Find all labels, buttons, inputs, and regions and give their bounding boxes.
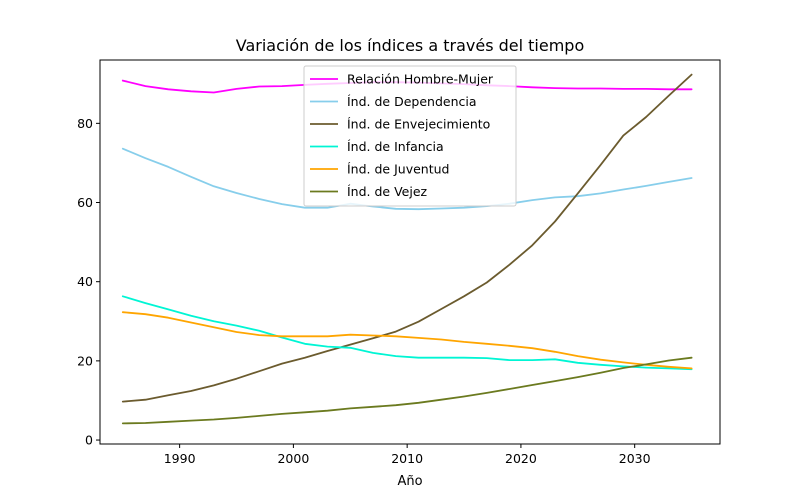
series-line: [121, 147, 693, 211]
legend-label: Índ. de Infancia: [347, 139, 444, 154]
x-tick-label: 2020: [505, 451, 537, 466]
x-tick-label: 2030: [619, 451, 651, 466]
legend: Relación Hombre-Mujer Índ. de Dependencia…: [303, 65, 517, 207]
legend-label: Índ. de Dependencia: [347, 94, 477, 109]
y-tick-label: 40: [77, 274, 93, 289]
y-tick-label: 80: [77, 116, 93, 131]
plot-frame: [99, 59, 721, 445]
series-line: [121, 356, 693, 425]
x-tick-label: 1990: [164, 451, 196, 466]
y-tick-label: 20: [77, 353, 93, 368]
legend-label: Índ. de Juventud: [347, 162, 449, 177]
series-line: [121, 73, 693, 403]
y-axis-ticks: 0 20 40 60 80: [77, 116, 100, 448]
y-tick-label: 60: [77, 195, 93, 210]
legend-box: [303, 65, 517, 207]
legend-label: Índ. de Envejecimiento: [347, 117, 490, 132]
legend-label: Relación Hombre-Mujer: [347, 72, 494, 87]
x-axis-ticks: 1990 2000 2010 2020 2030: [164, 444, 651, 466]
series-line: [121, 311, 693, 370]
plot-lines: [121, 73, 693, 425]
legend-label: Índ. de Vejez: [347, 184, 428, 199]
x-tick-label: 2000: [277, 451, 309, 466]
x-tick-label: 2010: [391, 451, 423, 466]
series-line: [121, 295, 693, 371]
x-axis-label: Año: [397, 474, 422, 489]
chart-title: Variación de los índices a través del ti…: [236, 36, 585, 55]
y-tick-label: 0: [85, 433, 93, 448]
